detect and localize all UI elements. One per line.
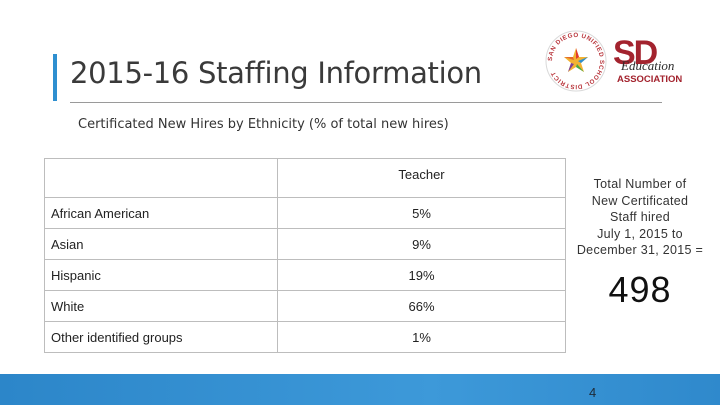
row-label: Asian — [44, 228, 278, 260]
table-header-row: Teacher — [44, 158, 566, 198]
slide-subtitle: Certificated New Hires by Ethnicity (% o… — [78, 117, 449, 132]
table-row: White 66% — [44, 290, 566, 322]
sd-unified-seal-logo: SAN DIEGO UNIFIED SCHOOL DISTRICT — [545, 30, 607, 92]
row-value: 5% — [277, 197, 566, 229]
slide-title: 2015-16 Staffing Information — [70, 56, 482, 90]
row-value: 19% — [277, 259, 566, 291]
table-row: African American 5% — [44, 197, 566, 229]
header-blank-cell — [44, 158, 278, 198]
row-value: 66% — [277, 290, 566, 322]
sdea-logo: SD Education ASSOCIATION — [613, 34, 682, 85]
row-label: African American — [44, 197, 278, 229]
table-row: Asian 9% — [44, 228, 566, 260]
row-label: Hispanic — [44, 259, 278, 291]
svg-text:SD: SD — [613, 34, 658, 72]
footer-bar — [0, 374, 720, 405]
row-label: White — [44, 290, 278, 322]
hires-by-ethnicity-table: Teacher African American 5% Asian 9% His… — [44, 158, 566, 353]
total-hires-number: 498 — [608, 268, 672, 310]
row-label: Other identified groups — [44, 321, 278, 353]
svg-text:Education: Education — [620, 58, 674, 73]
total-hires-description: Total Number of New Certificated Staff h… — [576, 177, 704, 257]
title-divider — [70, 102, 662, 103]
table-row: Other identified groups 1% — [44, 321, 566, 353]
page-number: 4 — [589, 385, 597, 400]
table-row: Hispanic 19% — [44, 259, 566, 291]
row-value: 9% — [277, 228, 566, 260]
row-value: 1% — [277, 321, 566, 353]
seal-star-icon — [564, 48, 588, 72]
title-accent-bar — [53, 54, 57, 101]
total-hires-callout: Total Number of New Certificated Staff h… — [570, 176, 710, 311]
header-teacher: Teacher — [277, 158, 566, 198]
svg-text:ASSOCIATION: ASSOCIATION — [617, 74, 682, 85]
